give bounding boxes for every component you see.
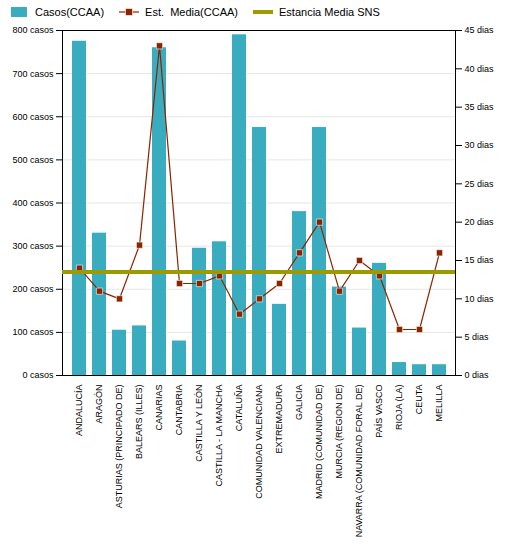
svg-text:ARAGÓN: ARAGÓN bbox=[94, 385, 104, 424]
svg-text:15 dias: 15 dias bbox=[465, 255, 495, 265]
svg-text:COMUNIDAD VALENCIANA: COMUNIDAD VALENCIANA bbox=[254, 385, 264, 499]
svg-text:600 casos: 600 casos bbox=[12, 112, 54, 122]
svg-text:500 casos: 500 casos bbox=[12, 155, 54, 165]
svg-text:MADRID (COMUNIDAD DE): MADRID (COMUNIDAD DE) bbox=[314, 385, 324, 500]
svg-text:40 dias: 40 dias bbox=[465, 64, 495, 74]
svg-text:CASTILLA Y LEÓN: CASTILLA Y LEÓN bbox=[194, 385, 204, 462]
svg-text:45 dias: 45 dias bbox=[465, 25, 495, 35]
svg-text:ASTURIAS (PRINCIPADO DE): ASTURIAS (PRINCIPADO DE) bbox=[114, 385, 124, 509]
svg-text:200 casos: 200 casos bbox=[12, 284, 54, 294]
svg-text:CANARIAS: CANARIAS bbox=[154, 385, 164, 431]
svg-text:100 casos: 100 casos bbox=[12, 327, 54, 337]
svg-text:GALICIA: GALICIA bbox=[294, 385, 304, 421]
svg-text:0 dias: 0 dias bbox=[465, 370, 490, 380]
svg-text:NAVARRA (COMUNIDAD FORAL DE): NAVARRA (COMUNIDAD FORAL DE) bbox=[354, 385, 364, 538]
svg-text:30 dias: 30 dias bbox=[465, 140, 495, 150]
html-text:Estancia Media SNS: Estancia Media SNS bbox=[279, 6, 380, 18]
svg-text:BALEARS (ILLES): BALEARS (ILLES) bbox=[134, 384, 144, 459]
svg-text:CEUTA: CEUTA bbox=[414, 385, 424, 415]
svg-text:5 dias: 5 dias bbox=[465, 332, 490, 342]
svg-text:MELILLA: MELILLA bbox=[434, 385, 444, 422]
svg-text:PAÍS VASCO: PAÍS VASCO bbox=[374, 385, 384, 438]
svg-text:25 dias: 25 dias bbox=[465, 179, 495, 189]
svg-text:CATALUÑA: CATALUÑA bbox=[234, 385, 244, 432]
svg-text:400 casos: 400 casos bbox=[12, 198, 54, 208]
svg-text:ANDALUCÍA: ANDALUCÍA bbox=[74, 385, 84, 437]
svg-text:CASTILLA - LA MANCHA: CASTILLA - LA MANCHA bbox=[214, 385, 224, 487]
svg-text:CANTABRIA: CANTABRIA bbox=[174, 385, 184, 436]
html-text:Casos(CCAA): Casos(CCAA) bbox=[35, 6, 105, 18]
svg-text:20 dias: 20 dias bbox=[465, 217, 495, 227]
svg-text:0 casos: 0 casos bbox=[22, 370, 54, 380]
html-text:Est. Media(CCAA): Est. Media(CCAA) bbox=[145, 6, 238, 18]
svg-text:300 casos: 300 casos bbox=[12, 241, 54, 251]
svg-text:10 dias: 10 dias bbox=[465, 294, 495, 304]
svg-text:800 casos: 800 casos bbox=[12, 25, 54, 35]
svg-text:700 casos: 700 casos bbox=[12, 69, 54, 79]
svg-text:RIOJA (LA): RIOJA (LA) bbox=[394, 385, 404, 431]
svg-text:35 dias: 35 dias bbox=[465, 102, 495, 112]
svg-text:EXTREMADURA: EXTREMADURA bbox=[274, 385, 284, 454]
svg-text:MURCIA (REGION DE): MURCIA (REGION DE) bbox=[334, 385, 344, 479]
